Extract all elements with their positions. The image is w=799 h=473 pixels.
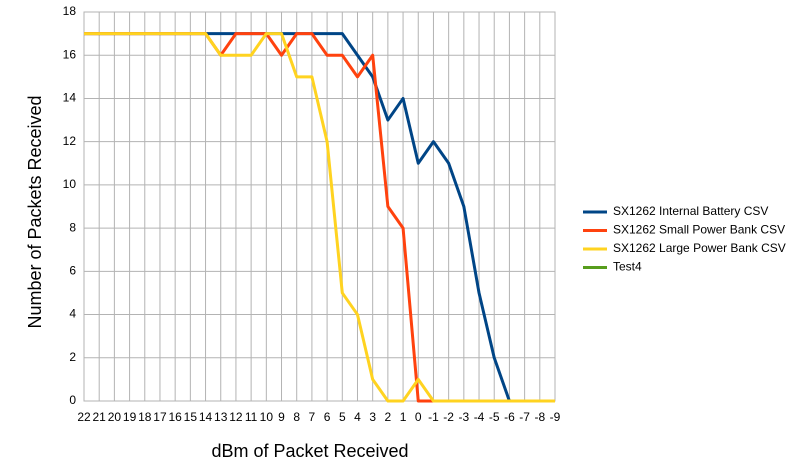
x-tick-label: 15 [184, 410, 198, 424]
y-tick-label: 2 [69, 350, 76, 364]
x-tick-label: 14 [199, 410, 213, 424]
line-series [84, 32, 555, 403]
x-axis-title: dBm of Packet Received [211, 441, 408, 461]
y-tick-label: 10 [63, 177, 77, 191]
plot-border [83, 11, 556, 402]
x-tick-label: 21 [93, 410, 107, 424]
legend-label: SX1262 Large Power Bank CSV [613, 241, 786, 255]
x-tick-label: -7 [519, 410, 530, 424]
y-tick-label: 14 [63, 91, 77, 105]
x-tick-label: -5 [489, 410, 500, 424]
x-tick-label: 17 [153, 410, 167, 424]
x-tick-label: 20 [108, 410, 122, 424]
x-tick-label: -4 [474, 410, 485, 424]
x-tick-label: -8 [534, 410, 545, 424]
x-tick-label: 2 [385, 410, 392, 424]
y-tick-label: 18 [63, 4, 77, 18]
x-tick-label: 16 [168, 410, 182, 424]
x-tick-label: -6 [504, 410, 515, 424]
y-tick-label: 4 [69, 307, 76, 321]
x-tick-label: 1 [400, 410, 407, 424]
legend-label: Test4 [613, 260, 642, 274]
x-tick-label: 9 [278, 410, 285, 424]
y-tick-label: 12 [63, 134, 77, 148]
x-tick-label: 19 [123, 410, 137, 424]
x-tick-label: 10 [260, 410, 274, 424]
x-tick-label: -9 [550, 410, 561, 424]
x-tick-label: 12 [229, 410, 243, 424]
x-tick-label: 13 [214, 410, 228, 424]
y-axis-title: Number of Packets Received [25, 95, 45, 328]
x-tick-label: 7 [309, 410, 316, 424]
x-tick-label: 18 [138, 410, 152, 424]
legend-label: SX1262 Small Power Bank CSV [613, 223, 785, 237]
x-tick-label: 0 [415, 410, 422, 424]
y-tick-label: 16 [63, 47, 77, 61]
x-tick-label: 4 [354, 410, 361, 424]
x-tick-label: -1 [428, 410, 439, 424]
x-tick-label: -3 [459, 410, 470, 424]
x-tick-label: 22 [77, 410, 91, 424]
x-tick-label: 8 [293, 410, 300, 424]
x-tick-label: 3 [369, 410, 376, 424]
x-tick-label: 5 [339, 410, 346, 424]
y-tick-label: 8 [69, 220, 76, 234]
x-tick-label: 11 [245, 410, 258, 424]
x-tick-label: 6 [324, 410, 331, 424]
y-tick-label: 0 [69, 393, 76, 407]
y-tick-label: 6 [69, 264, 76, 278]
x-tick-label: -2 [443, 410, 454, 424]
legend-label: SX1262 Internal Battery CSV [613, 204, 768, 218]
